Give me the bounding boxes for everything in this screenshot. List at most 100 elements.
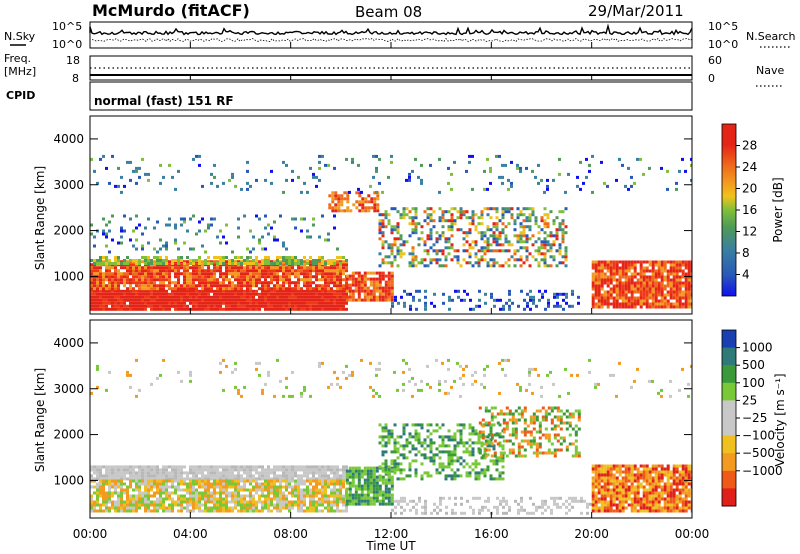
velocity-cell [171, 477, 174, 481]
velocity-cell [405, 423, 409, 427]
power-cell [582, 181, 585, 185]
power-cell [339, 260, 342, 264]
power-cell [666, 299, 670, 303]
power-cell [600, 293, 604, 297]
velocity-cell [207, 494, 210, 498]
velocity-cell [450, 456, 454, 460]
power-cell [333, 289, 336, 293]
power-cell [639, 272, 643, 276]
power-cell [423, 243, 427, 247]
velocity-cell [360, 484, 364, 488]
velocity-cell [327, 485, 330, 489]
velocity-cell [204, 477, 207, 481]
velocity-cell [156, 479, 159, 483]
power-cell [687, 287, 691, 291]
power-cell [261, 289, 264, 293]
power-cell [147, 281, 150, 285]
velocity-cell [279, 468, 282, 472]
power-cell [469, 298, 472, 302]
power-cell [441, 219, 445, 223]
power-cell [327, 259, 330, 262]
power-cell [99, 275, 102, 279]
power-cell [204, 301, 207, 305]
power-cell [228, 287, 231, 291]
velocity-cell [117, 485, 120, 489]
power-cell [546, 216, 550, 220]
power-cell [177, 259, 180, 262]
power-cell [306, 278, 309, 282]
power-cell [327, 275, 330, 279]
velocity-cell [108, 485, 111, 489]
power-cell [651, 293, 655, 297]
velocity-cell [228, 485, 231, 489]
power-cell [381, 225, 385, 229]
velocity-cell [297, 477, 300, 481]
power-cell [669, 266, 673, 270]
power-cell [303, 217, 306, 221]
power-cell [258, 217, 261, 221]
power-cell [387, 222, 391, 226]
power-cell [528, 213, 532, 217]
power-cell [99, 262, 102, 265]
power-cell [255, 178, 258, 182]
velocity-cell [282, 477, 285, 481]
power-cell [123, 184, 126, 188]
power-cell [465, 231, 469, 235]
velocity-cell [120, 503, 123, 507]
velocity-cell [441, 423, 445, 427]
power-cell [483, 249, 487, 253]
power-cell [129, 178, 132, 182]
velocity-cell [414, 429, 418, 433]
power-cell [255, 284, 258, 288]
velocity-cell [490, 442, 494, 446]
power-cell [367, 206, 371, 210]
power-cell [204, 289, 207, 293]
power-cell [549, 234, 553, 238]
power-cell [180, 292, 183, 296]
power-cell [660, 278, 664, 282]
velocity-cell [129, 503, 132, 507]
power-cell [189, 262, 192, 265]
velocity-cell [249, 488, 252, 492]
power-cell [568, 304, 571, 308]
power-cell [285, 289, 288, 293]
power-cell [300, 229, 303, 233]
power-cell [357, 277, 361, 281]
velocity-cell [228, 479, 231, 483]
velocity-cell [487, 409, 491, 413]
power-cell [519, 237, 523, 241]
power-cell [309, 278, 312, 282]
velocity-cell [93, 500, 96, 504]
velocity-cell [282, 491, 285, 495]
power-cell [387, 274, 391, 278]
power-cell [270, 275, 273, 279]
velocity-cell [459, 462, 463, 466]
power-cell [393, 228, 397, 232]
power-cell [543, 237, 547, 241]
power-cell [261, 292, 264, 296]
power-cell [264, 259, 267, 262]
velocity-cell [114, 500, 117, 504]
power-cell [105, 292, 108, 296]
power-cell [147, 292, 150, 296]
power-cell [174, 269, 177, 273]
power-cell [432, 219, 436, 223]
power-cell [618, 269, 622, 273]
velocity-cell [93, 491, 96, 495]
power-cell [126, 262, 129, 265]
power-cell [339, 298, 342, 302]
power-cell [243, 304, 246, 308]
power-cell [285, 259, 288, 262]
power-cell [219, 304, 222, 308]
power-cell [483, 258, 487, 262]
power-cell [648, 263, 652, 267]
velocity-cell [288, 491, 291, 495]
power-cell [288, 269, 291, 273]
power-cell [553, 304, 556, 308]
power-cell [597, 299, 601, 303]
power-cell [522, 219, 526, 223]
power-cell [690, 178, 692, 182]
power-cell [549, 243, 553, 247]
power-cell [495, 234, 499, 238]
power-cell [102, 292, 105, 296]
